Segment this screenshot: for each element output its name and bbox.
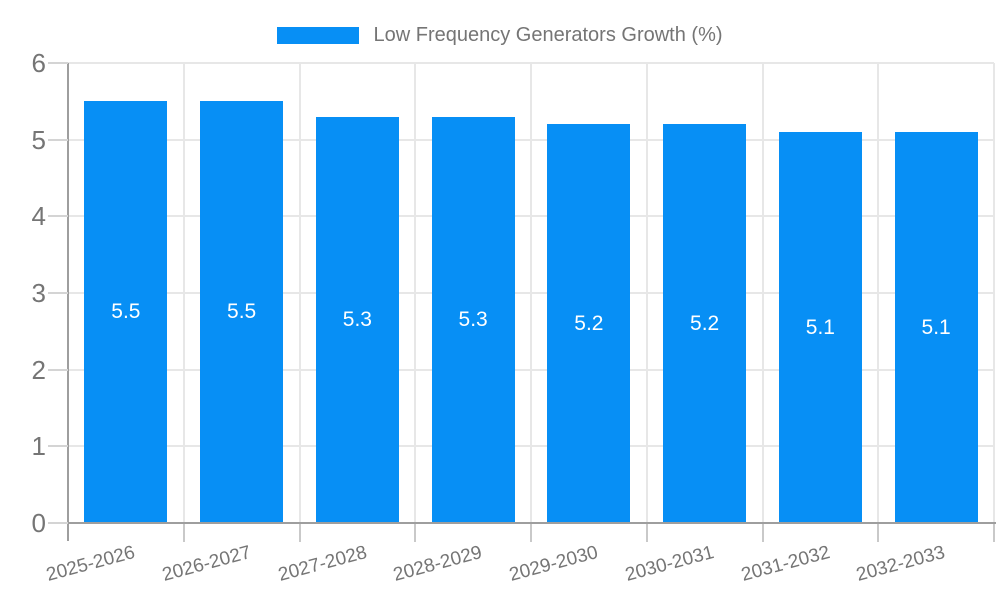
x-axis-label: 2027-2028 xyxy=(275,542,369,586)
y-axis-label: 5 xyxy=(31,124,46,155)
y-tick xyxy=(48,215,68,218)
y-axis-label: 6 xyxy=(31,48,46,78)
y-axis-line xyxy=(67,63,69,541)
bar-value-label: 5.3 xyxy=(458,307,488,331)
y-tick xyxy=(48,445,68,448)
x-tick xyxy=(530,524,532,542)
bar-value-label: 5.1 xyxy=(921,315,951,339)
y-axis-label: 2 xyxy=(31,354,46,385)
plot-area: 5.5 5.5 5.3 5.3 5.2 5.2 5.1 5.1 xyxy=(68,62,995,523)
x-tick xyxy=(761,524,764,542)
bar-value-label: 5.5 xyxy=(227,300,257,324)
gridline-vertical xyxy=(414,63,417,523)
x-tick xyxy=(298,524,301,542)
gridline-vertical xyxy=(298,63,301,523)
bar-value-label: 5.2 xyxy=(690,311,720,335)
y-tick xyxy=(48,138,68,141)
gridline-vertical xyxy=(877,63,880,523)
x-axis-label: 2030-2031 xyxy=(622,542,717,586)
bar-2029-2030 xyxy=(547,124,631,523)
x-tick xyxy=(877,524,880,542)
y-axis-label: 1 xyxy=(31,431,46,462)
bar-value-label: 5.1 xyxy=(805,315,835,339)
y-tick xyxy=(48,62,68,64)
x-axis-label: 2029-2030 xyxy=(507,542,601,586)
y-axis-label: 4 xyxy=(31,201,46,232)
bar-2030-2031 xyxy=(663,124,747,523)
gridline-vertical xyxy=(645,63,648,523)
gridline-vertical xyxy=(182,63,185,523)
bar-2031-2032 xyxy=(778,132,862,523)
legend-swatch xyxy=(277,27,360,44)
bar-2027-2028 xyxy=(315,116,399,523)
x-axis-label: 2032-2033 xyxy=(854,542,948,586)
bar-2025-2026 xyxy=(84,101,168,523)
y-tick xyxy=(48,522,68,524)
bar-2028-2029 xyxy=(431,116,515,523)
x-tick xyxy=(993,524,995,542)
legend-series-label: Low Frequency Generators Growth (%) xyxy=(373,24,723,46)
y-axis-label: 3 xyxy=(31,278,46,308)
y-tick xyxy=(48,368,68,371)
y-axis-label: 0 xyxy=(31,508,46,538)
x-axis-line xyxy=(68,522,996,524)
x-tick xyxy=(414,524,417,542)
x-axis-label: 2031-2032 xyxy=(738,542,832,586)
x-tick xyxy=(182,524,185,542)
y-tick xyxy=(48,292,68,294)
bar-value-label: 5.5 xyxy=(111,300,141,324)
legend[interactable]: Low Frequency Generators Growth (%) xyxy=(0,24,1000,47)
gridline-vertical xyxy=(530,63,532,523)
bar-2026-2027 xyxy=(200,101,284,523)
x-axis-label: 2028-2029 xyxy=(391,542,485,586)
x-axis-label: 2025-2026 xyxy=(44,542,138,586)
x-axis-label: 2026-2027 xyxy=(159,542,254,586)
bar-value-label: 5.2 xyxy=(574,311,604,335)
bar-2032-2033 xyxy=(894,132,978,523)
gridline-vertical xyxy=(993,63,995,523)
gridline-vertical xyxy=(761,63,764,523)
bar-value-label: 5.3 xyxy=(342,307,372,331)
x-tick xyxy=(645,524,648,542)
